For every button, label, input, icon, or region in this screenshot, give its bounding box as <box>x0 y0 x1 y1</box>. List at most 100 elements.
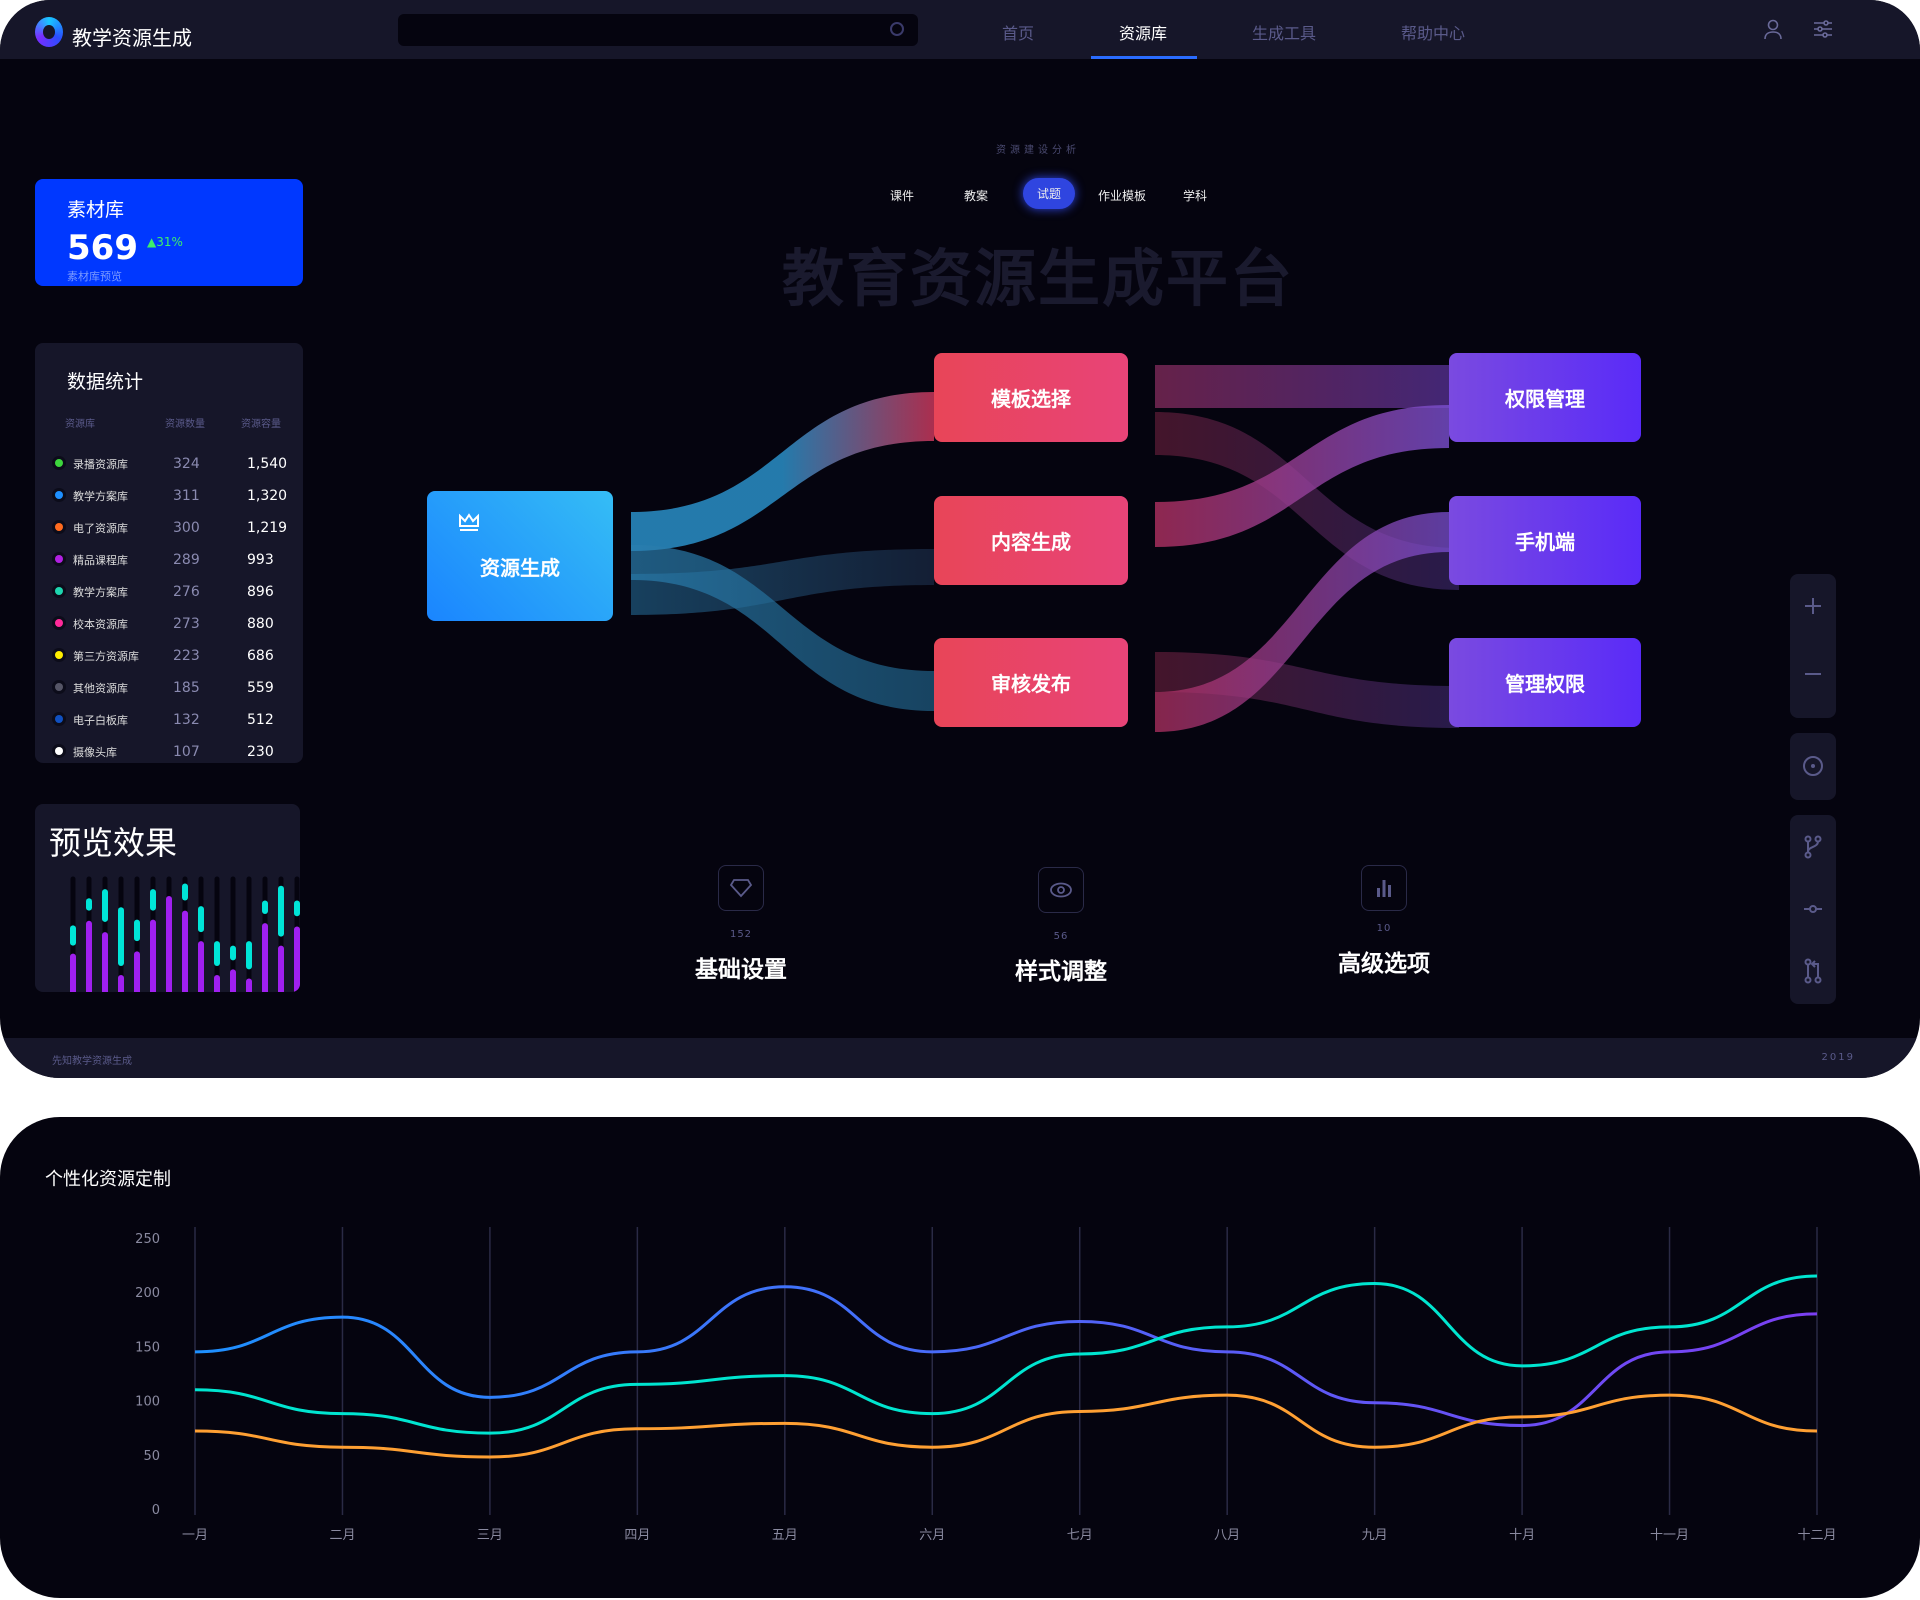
preview-title: 预览效果 <box>49 824 178 862</box>
y-tick-label: 50 <box>143 1449 160 1464</box>
node-label: 资源生成 <box>480 555 560 580</box>
nav-resource-library[interactable]: 资源库 <box>1118 24 1168 43</box>
resource-capacity: 230 <box>247 744 274 760</box>
node-permission-management[interactable]: 权限管理 <box>1449 353 1641 442</box>
stats-title: 数据统计 <box>67 371 144 393</box>
trend-value: 31% <box>156 235 183 249</box>
table-row[interactable]: 其他资源库 185 559 <box>35 678 303 698</box>
material-library-card[interactable]: 素材库 569 ▲31% 素材库预览 <box>35 179 303 286</box>
library-name: 电子白板库 <box>73 714 128 727</box>
x-tick-label: 四月 <box>624 1528 650 1543</box>
locate-control <box>1790 733 1836 800</box>
feature-count: 152 <box>729 929 753 940</box>
resource-capacity: 1,320 <box>247 488 288 504</box>
resource-count: 132 <box>173 712 200 728</box>
library-name: 教学方案库 <box>73 586 128 599</box>
search-input[interactable] <box>398 14 918 46</box>
pull-request-icon[interactable] <box>1790 951 1836 991</box>
status-dot-icon <box>55 555 63 563</box>
card-title: 素材库 <box>67 199 125 221</box>
feature-basic-settings[interactable]: 152 基础设置 <box>641 865 841 984</box>
library-name: 录播资源库 <box>73 458 128 471</box>
card-subtitle[interactable]: 素材库预览 <box>67 270 122 283</box>
branch-icon[interactable] <box>1790 827 1836 867</box>
series-line-2 <box>194 1274 1818 1435</box>
resource-count: 311 <box>173 488 200 504</box>
node-content-generation[interactable]: 内容生成 <box>934 496 1128 585</box>
status-dot-icon <box>55 459 63 467</box>
feature-count: 56 <box>1053 931 1069 942</box>
commit-icon[interactable] <box>1790 889 1836 929</box>
y-tick-label: 200 <box>135 1286 160 1301</box>
flow-links <box>631 365 1459 732</box>
x-tick-label: 二月 <box>329 1528 355 1543</box>
link-review-mobile <box>1155 512 1449 732</box>
column-header-count: 资源数量 <box>165 419 205 430</box>
tab-exam[interactable]: 试题 <box>1022 178 1076 209</box>
zoom-out-icon[interactable] <box>1790 654 1836 694</box>
data-stats-card: 数据统计 资源库 资源数量 资源容量 录播资源库 324 1,540 教学方案库… <box>35 343 303 763</box>
line-chart: 一月 二月 三月 四月 五月 六月 七月 八月 九月 十月 十一月 十二月 0 50 100 150 200 25… <box>135 1227 1837 1543</box>
table-row[interactable]: 电子白板库 132 512 <box>35 710 303 730</box>
nav-generation-tools[interactable]: 生成工具 <box>1251 24 1317 43</box>
resource-capacity: 686 <box>247 648 274 664</box>
node-review-publish[interactable]: 审核发布 <box>934 638 1128 727</box>
table-row[interactable]: 录播资源库 324 1,540 <box>35 454 303 474</box>
resource-count: 289 <box>173 552 200 568</box>
library-name: 校本资源库 <box>73 618 128 631</box>
nav-help-center[interactable]: 帮助中心 <box>1400 24 1466 43</box>
x-tick-label: 三月 <box>477 1528 503 1543</box>
library-name: 摄像头库 <box>73 746 117 759</box>
table-row[interactable]: 电了资源库 300 1,219 <box>35 518 303 538</box>
feature-advanced-options[interactable]: 10 高级选项 <box>1284 865 1484 978</box>
link-review-manage <box>1155 652 1459 728</box>
table-row[interactable]: 摄像头库 107 230 <box>35 742 303 762</box>
nav-home[interactable]: 首页 <box>1001 24 1035 43</box>
y-tick-label: 100 <box>135 1395 160 1410</box>
table-row[interactable]: 第三方资源库 223 686 <box>35 646 303 666</box>
resource-capacity: 993 <box>247 552 274 568</box>
x-tick-label: 六月 <box>919 1528 945 1543</box>
x-tick-label: 八月 <box>1214 1528 1240 1543</box>
library-name: 教学方案库 <box>73 490 128 503</box>
resource-count: 300 <box>173 520 200 536</box>
resource-capacity: 1,540 <box>247 456 288 472</box>
table-row[interactable]: 教学方案库 276 896 <box>35 582 303 602</box>
tab-courseware[interactable]: 课件 <box>889 189 915 203</box>
tab-lesson-plan[interactable]: 教案 <box>963 189 989 203</box>
preview-bar-chart <box>70 876 300 992</box>
series-line-3 <box>194 1393 1818 1459</box>
x-tick-label: 十二月 <box>1797 1528 1836 1543</box>
link-source-template <box>631 392 934 551</box>
diamond-icon <box>718 865 764 911</box>
table-row[interactable]: 校本资源库 273 880 <box>35 614 303 634</box>
status-dot-icon <box>55 523 63 531</box>
series-line-1 <box>194 1285 1818 1428</box>
tab-subject[interactable]: 学科 <box>1182 189 1208 203</box>
node-mobile[interactable]: 手机端 <box>1449 496 1641 585</box>
table-row[interactable]: 精品课程库 289 993 <box>35 550 303 570</box>
node-manage-permission[interactable]: 管理权限 <box>1449 638 1641 727</box>
resource-count: 223 <box>173 648 200 664</box>
library-name: 第三方资源库 <box>73 650 139 663</box>
node-template-select[interactable]: 模板选择 <box>934 353 1128 442</box>
user-icon[interactable] <box>1762 18 1784 40</box>
column-header-library: 资源库 <box>65 419 95 430</box>
y-tick-label: 0 <box>152 1503 160 1518</box>
node-resource-generation[interactable]: 资源生成 <box>427 491 613 621</box>
status-dot-icon <box>55 651 63 659</box>
resource-count: 324 <box>173 456 200 472</box>
footer-brand: 先知教学资源生成 <box>52 1056 132 1067</box>
zoom-controls <box>1790 574 1836 718</box>
zoom-in-icon[interactable] <box>1790 586 1836 626</box>
x-tick-label: 七月 <box>1067 1528 1093 1543</box>
link-source-review <box>631 545 934 711</box>
feature-style-adjust[interactable]: 56 样式调整 <box>961 867 1161 986</box>
target-icon[interactable] <box>1790 746 1836 786</box>
search-icon[interactable] <box>890 22 904 36</box>
settings-sliders-icon[interactable] <box>1812 18 1834 40</box>
card-value: 569 <box>67 228 138 268</box>
table-row[interactable]: 教学方案库 311 1,320 <box>35 486 303 506</box>
tab-homework-template[interactable]: 作业模板 <box>1097 189 1147 203</box>
x-tick-label: 十一月 <box>1650 1528 1689 1543</box>
